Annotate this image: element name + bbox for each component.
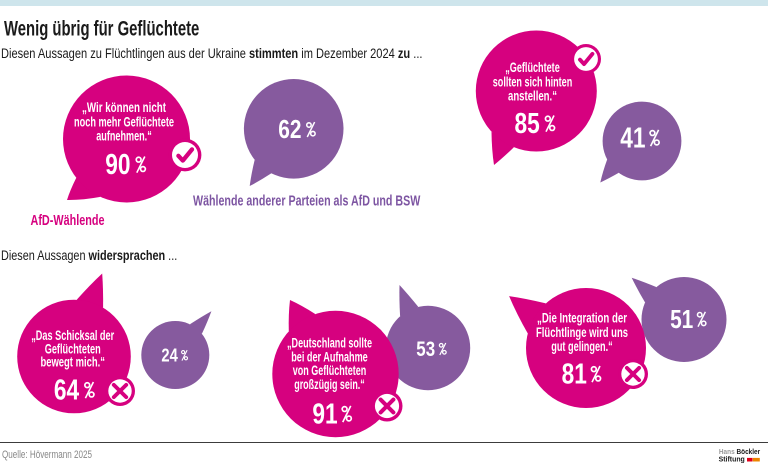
svg-text:aufnehmen.“: aufnehmen.“ xyxy=(96,128,152,144)
svg-text:Stiftung: Stiftung xyxy=(719,456,745,463)
svg-text:62: 62 xyxy=(278,116,301,145)
svg-text:bewegt mich.“: bewegt mich.“ xyxy=(40,354,105,370)
svg-text:24: 24 xyxy=(161,345,178,366)
svg-text:64: 64 xyxy=(54,375,80,406)
svg-text:41: 41 xyxy=(620,123,645,154)
svg-text:81: 81 xyxy=(562,359,587,390)
svg-text:„Deutschland sollte: „Deutschland sollte xyxy=(287,334,372,350)
svg-text:sollten sich hinten: sollten sich hinten xyxy=(493,74,573,90)
svg-text:„Das Schicksal der: „Das Schicksal der xyxy=(31,327,114,343)
svg-text:51: 51 xyxy=(670,306,693,335)
svg-text:noch mehr Geflüchtete: noch mehr Geflüchtete xyxy=(74,113,174,129)
svg-text:von Geflüchteten: von Geflüchteten xyxy=(293,362,367,378)
svg-text:gut gelingen.“: gut gelingen.“ xyxy=(551,338,613,354)
svg-text:bei der Aufnahme: bei der Aufnahme xyxy=(291,348,368,364)
svg-text:90: 90 xyxy=(105,150,130,181)
svg-text:„Wir können nicht: „Wir können nicht xyxy=(82,99,166,115)
svg-text:Wählende anderer Parteien als: Wählende anderer Parteien als AfD und BS… xyxy=(193,194,421,210)
svg-text:Diesen Aussagen widersprachen: Diesen Aussagen widersprachen ... xyxy=(1,248,177,264)
svg-text:großzügig sein.“: großzügig sein.“ xyxy=(294,376,365,392)
svg-text:Diesen Aussagen zu Flüchtlinge: Diesen Aussagen zu Flüchtlingen aus der … xyxy=(1,46,422,62)
svg-text:91: 91 xyxy=(312,399,337,430)
svg-text:53: 53 xyxy=(416,338,435,361)
svg-text:Hans Böckler: Hans Böckler xyxy=(719,449,761,456)
svg-text:85: 85 xyxy=(514,109,539,140)
svg-text:Quelle: Hövermann 2025: Quelle: Hövermann 2025 xyxy=(2,449,92,461)
svg-text:Flüchtlinge wird uns: Flüchtlinge wird uns xyxy=(536,324,628,340)
svg-text:AfD-Wählende: AfD-Wählende xyxy=(31,213,105,229)
svg-text:„Die Integration der: „Die Integration der xyxy=(537,310,627,326)
svg-text:Wenig übrig für Geflüchtete: Wenig übrig für Geflüchtete xyxy=(4,16,199,40)
svg-text:Geflüchteten: Geflüchteten xyxy=(45,340,101,356)
svg-text:anstellen.“: anstellen.“ xyxy=(508,87,557,103)
svg-text:„Geflüchtete: „Geflüchtete xyxy=(505,59,560,75)
